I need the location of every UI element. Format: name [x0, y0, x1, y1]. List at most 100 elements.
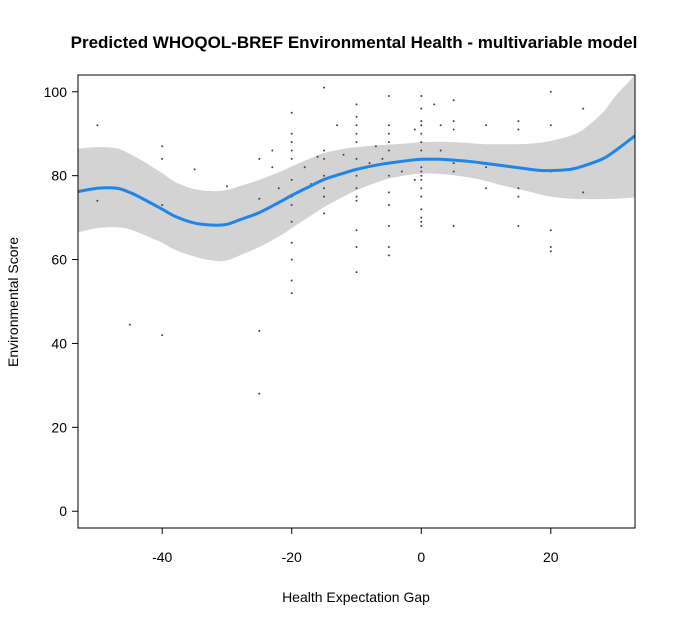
y-tick-label: 0	[59, 503, 67, 519]
data-point	[374, 145, 377, 148]
data-point	[387, 95, 390, 97]
data-point	[342, 153, 345, 156]
data-point	[420, 220, 423, 223]
data-point	[549, 250, 552, 253]
data-point	[413, 178, 416, 181]
data-point	[420, 124, 423, 127]
data-point	[387, 141, 390, 144]
fit-line	[78, 134, 635, 227]
data-point	[387, 174, 390, 177]
data-point	[290, 292, 293, 295]
data-point	[355, 157, 358, 160]
data-point	[549, 90, 552, 93]
data-point	[290, 141, 293, 144]
data-point	[323, 212, 326, 215]
data-point	[226, 185, 228, 188]
data-point	[258, 157, 261, 160]
data-point	[485, 166, 487, 169]
data-point	[271, 149, 274, 152]
data-point	[517, 225, 520, 227]
data-point	[290, 241, 293, 244]
data-point	[323, 149, 326, 152]
data-point	[355, 174, 358, 177]
data-point	[323, 174, 326, 177]
data-point	[582, 191, 585, 194]
data-point	[517, 128, 520, 131]
data-point	[387, 204, 390, 206]
data-point	[452, 99, 455, 102]
data-point	[381, 157, 384, 160]
data-point	[420, 166, 423, 169]
data-point	[400, 170, 403, 173]
x-axis-label: Health Expectation Gap	[282, 589, 430, 605]
data-point	[549, 124, 552, 127]
y-tick-label: 40	[51, 335, 67, 351]
data-point	[258, 329, 261, 332]
data-point	[271, 166, 274, 169]
data-point	[387, 225, 390, 227]
data-point	[549, 246, 552, 248]
x-tick-label: -40	[152, 549, 172, 565]
data-point	[290, 111, 293, 114]
data-point	[420, 225, 423, 227]
data-point	[290, 149, 293, 152]
data-point	[323, 187, 326, 190]
data-point	[420, 187, 423, 190]
x-tick-label: 20	[543, 549, 559, 565]
data-point	[355, 103, 358, 106]
data-point	[387, 191, 390, 194]
data-point	[420, 170, 423, 173]
data-point	[355, 246, 358, 248]
data-point	[420, 195, 423, 198]
data-point	[96, 199, 99, 202]
data-point	[452, 128, 455, 131]
plot-frame	[77, 74, 636, 529]
data-point	[193, 168, 196, 171]
data-point	[420, 132, 423, 135]
y-axis-label: Environmental Score	[5, 237, 21, 367]
data-point	[290, 279, 293, 282]
data-point	[387, 149, 390, 152]
data-point	[452, 120, 455, 123]
data-point	[420, 141, 423, 144]
data-point	[323, 195, 326, 198]
data-point	[161, 334, 164, 337]
data-point	[549, 229, 552, 232]
data-point	[290, 132, 293, 135]
data-point	[439, 149, 442, 152]
data-point	[277, 187, 280, 190]
data-point	[355, 115, 358, 118]
fit-line-layer	[78, 134, 635, 227]
data-point	[439, 124, 442, 127]
data-point	[355, 132, 358, 135]
data-point	[290, 204, 293, 206]
data-point	[128, 323, 131, 326]
data-point	[420, 174, 423, 177]
y-tick-label: 20	[51, 419, 67, 435]
data-point	[355, 199, 358, 202]
data-point	[355, 229, 358, 232]
x-axis: -40 -20 0 20	[152, 528, 559, 565]
data-point	[323, 157, 326, 160]
data-point	[387, 132, 390, 135]
data-point	[387, 124, 390, 127]
data-point	[355, 124, 358, 127]
data-point	[290, 220, 293, 223]
data-point	[420, 107, 423, 110]
data-point	[420, 120, 423, 123]
data-point	[387, 254, 390, 257]
data-point	[290, 178, 293, 181]
data-point	[485, 124, 487, 127]
data-point	[452, 225, 455, 227]
data-point	[355, 271, 358, 274]
data-point	[517, 120, 520, 123]
data-point	[161, 204, 164, 206]
data-point	[420, 208, 423, 211]
data-point	[355, 187, 358, 190]
data-point	[582, 107, 585, 110]
data-point	[420, 95, 423, 97]
data-point	[290, 258, 293, 261]
data-points-layer	[96, 86, 585, 395]
y-axis: 0 20 40 60 80 100	[44, 84, 78, 519]
